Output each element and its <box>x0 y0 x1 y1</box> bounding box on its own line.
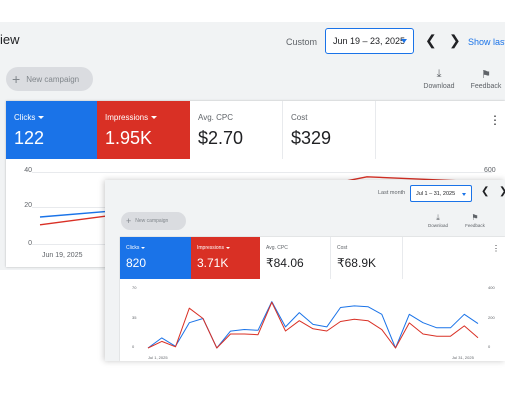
metric-label: Cost <box>337 245 348 251</box>
metric-value: 122 <box>14 128 45 148</box>
y-right-tick-label: 600 <box>484 167 496 174</box>
metric-value: ₹84.06 <box>266 256 304 270</box>
dropdown-arrow-icon <box>38 116 45 120</box>
feedback-button[interactable]: ⚑ Feedback <box>466 68 505 90</box>
plus-icon: + <box>126 215 132 226</box>
front-line-chart <box>147 301 479 349</box>
dropdown-arrow-icon <box>401 39 407 43</box>
gridline <box>32 172 492 173</box>
x-tick-label: Jul 31, 2025 <box>452 355 474 360</box>
y-tick-label: 20 <box>24 202 32 209</box>
new-campaign-button[interactable]: + New campaign <box>121 212 186 230</box>
metric-tile-impressions[interactable]: Impressions 1.95K <box>97 101 190 159</box>
y-tick-label: 0 <box>132 344 135 349</box>
metric-tile-avg-cpc[interactable]: Avg. CPC ₹84.06 <box>260 237 331 279</box>
x-tick-label: Jul 1, 2025 <box>148 355 168 360</box>
feedback-button[interactable]: ⚑ Feedback <box>460 213 490 228</box>
series-line-clicks <box>147 301 479 349</box>
new-campaign-label: New campaign <box>135 218 169 224</box>
metric-label: Avg. CPC <box>198 113 233 122</box>
metric-tile-impressions[interactable]: Impressions 3.71K <box>191 237 260 279</box>
download-button[interactable]: ⤓ Download <box>419 68 459 90</box>
download-button[interactable]: ⤓ Download <box>423 213 453 228</box>
download-icon: ⤓ <box>436 68 442 80</box>
y-right-tick-label: 0 <box>488 344 491 349</box>
dropdown-arrow-icon <box>225 246 230 249</box>
date-range-text: Jun 19 – 23, 2025 <box>333 36 406 46</box>
metric-label: Impressions <box>105 113 149 122</box>
y-tick-label: 0 <box>28 240 32 247</box>
metric-value: 820 <box>126 256 147 270</box>
metric-label: Impressions <box>197 245 224 251</box>
feedback-icon: ⚑ <box>471 213 479 222</box>
x-tick-label: Jun 19, 2025 <box>42 252 83 259</box>
date-mode-label: Last month <box>378 190 406 196</box>
chevron-left-icon[interactable]: ❮ <box>481 186 490 197</box>
metric-value: ₹68.9K <box>337 256 376 270</box>
metric-tile-avg-cpc[interactable]: Avg. CPC $2.70 <box>190 101 283 159</box>
date-mode-label: Custom <box>286 37 318 47</box>
metric-tile-clicks[interactable]: Clicks 820 <box>120 237 191 279</box>
dropdown-arrow-icon <box>141 246 146 249</box>
feedback-label: Feedback <box>470 83 502 90</box>
metric-label: Cost <box>291 113 308 122</box>
metric-value: $329 <box>291 128 332 148</box>
download-label: Download <box>423 83 455 90</box>
feedback-icon: ⚑ <box>481 69 491 81</box>
more-vert-icon[interactable]: ⋮ <box>489 113 501 127</box>
y-tick-label: 70 <box>132 285 137 290</box>
metric-value: 1.95K <box>105 128 153 148</box>
y-right-tick-label: 200 <box>488 315 495 320</box>
page-title: iew <box>0 32 20 47</box>
more-vert-icon[interactable]: ⋮ <box>492 244 500 253</box>
download-icon: ⤓ <box>436 213 440 222</box>
chevron-left-icon[interactable]: ❮ <box>425 32 437 48</box>
date-range-text: Jul 1 – 31, 2025 <box>416 190 456 197</box>
metric-tile-cost[interactable]: Cost ₹68.9K <box>331 237 403 279</box>
chevron-right-icon[interactable]: ❯ <box>499 186 505 197</box>
metric-value: $2.70 <box>198 128 244 148</box>
dropdown-arrow-icon <box>462 193 466 196</box>
metric-label: Clicks <box>14 113 36 122</box>
plus-icon: + <box>12 71 21 87</box>
new-campaign-button[interactable]: + New campaign <box>6 67 93 91</box>
y-tick-label: 40 <box>24 167 32 174</box>
date-range-picker[interactable]: Jul 1 – 31, 2025 <box>410 185 472 202</box>
series-line-impressions <box>147 301 479 349</box>
metric-tile-cost[interactable]: Cost $329 <box>283 101 376 159</box>
performance-card: Clicks 820 Impressions 3.71K Avg. CPC ₹8… <box>120 237 505 361</box>
front-window: Last month Jul 1 – 31, 2025 ❮ ❯ + New ca… <box>105 180 505 361</box>
dropdown-arrow-icon <box>151 116 158 120</box>
download-label: Download <box>427 223 448 228</box>
metric-value: 3.71K <box>197 256 229 270</box>
new-campaign-label: New campaign <box>26 74 80 84</box>
date-range-picker[interactable]: Jun 19 – 23, 2025 <box>325 28 414 54</box>
show-last-link[interactable]: Show last 3 <box>468 37 505 47</box>
y-right-tick-label: 400 <box>488 285 495 290</box>
metric-label: Avg. CPC <box>266 245 288 251</box>
feedback-label: Feedback <box>465 223 485 228</box>
chevron-right-icon[interactable]: ❯ <box>449 32 461 48</box>
metric-tile-clicks[interactable]: Clicks 122 <box>6 101 97 159</box>
metric-label: Clicks <box>126 245 140 251</box>
y-tick-label: 35 <box>132 315 137 320</box>
